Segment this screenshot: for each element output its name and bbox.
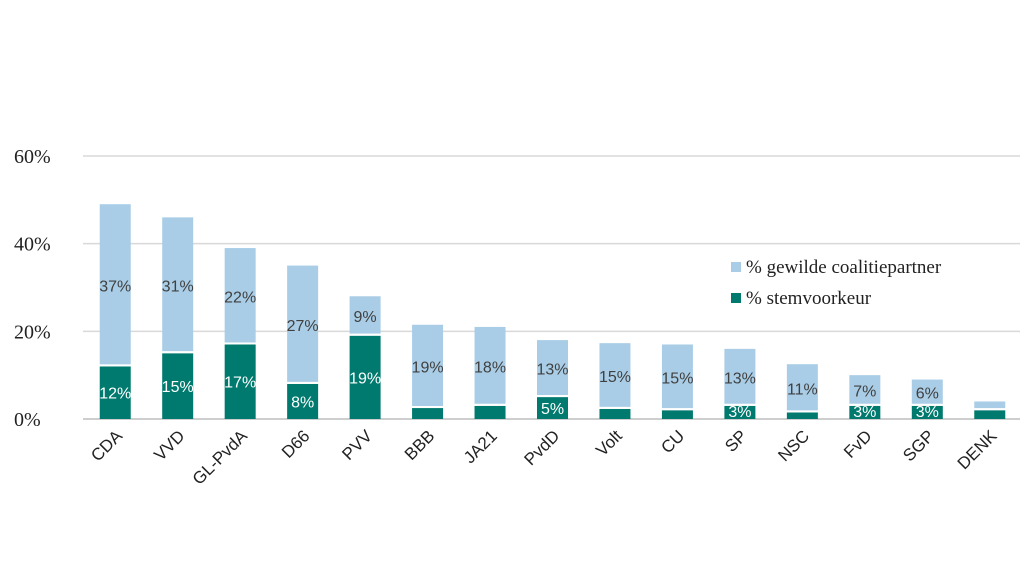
- bar-stemvoorkeur: [786, 412, 818, 419]
- legend-label-coalitiepartner: % gewilde coalitiepartner: [746, 257, 942, 278]
- bar-coalitiepartner: [849, 375, 881, 404]
- bar-coalitiepartner: [287, 265, 319, 382]
- x-tick-label: GL-PvdA: [189, 426, 252, 489]
- bar-coalitiepartner: [412, 324, 444, 407]
- data-label-coalitiepartner: 7%: [853, 384, 876, 401]
- data-label-coalitiepartner: 13%: [536, 362, 568, 379]
- bar-coalitiepartner: [661, 344, 693, 409]
- bar-stemvoorkeur: [349, 335, 381, 419]
- x-tick-label: JA21: [460, 426, 501, 467]
- bar-separator: [786, 410, 818, 413]
- bar-separator: [412, 406, 444, 409]
- legend-swatch-stemvoorkeur: [731, 293, 741, 303]
- bar-stemvoorkeur: [724, 405, 756, 419]
- bar-coalitiepartner: [786, 364, 818, 411]
- bar-stemvoorkeur: [99, 366, 131, 419]
- y-tick-label: 40%: [14, 234, 51, 256]
- data-label-stemvoorkeur: 3%: [916, 404, 939, 421]
- bar-separator: [162, 351, 194, 354]
- data-label-stemvoorkeur: 19%: [349, 370, 381, 387]
- bar-separator: [224, 342, 256, 345]
- data-label-coalitiepartner: 15%: [661, 370, 693, 387]
- x-tick-label: Volt: [592, 426, 626, 460]
- bar-coalitiepartner: [474, 326, 506, 404]
- x-tick-label: PVV: [338, 426, 376, 464]
- bar-stemvoorkeur: [911, 405, 943, 419]
- data-label-stemvoorkeur: 15%: [162, 379, 194, 396]
- data-label-coalitiepartner: 11%: [787, 381, 818, 398]
- bar-stemvoorkeur: [412, 408, 444, 419]
- data-label-coalitiepartner: 27%: [287, 318, 319, 335]
- bar-separator: [287, 381, 319, 384]
- data-label-stemvoorkeur: 3%: [728, 404, 751, 421]
- data-label-coalitiepartner: 37%: [99, 278, 131, 295]
- bar-stemvoorkeur: [974, 410, 1006, 419]
- bars: 37% 12% 31% 15% 22% 17% 27% 8% 9% 19% 19% 18% 13% 5% 1…: [99, 204, 1006, 421]
- data-label-stemvoorkeur: 8%: [291, 394, 314, 411]
- y-axis-ticks: 0% 20% 40% 60%: [14, 146, 51, 431]
- x-tick-label: SP: [721, 426, 750, 455]
- bar-coalitiepartner: [224, 248, 256, 343]
- y-tick-label: 20%: [14, 321, 51, 343]
- legend: % gewilde coalitiepartner % stemvoorkeur: [731, 257, 942, 309]
- x-tick-label: PvdD: [520, 426, 563, 469]
- x-tick-label: BBB: [401, 426, 438, 463]
- y-tick-label: 0%: [14, 409, 41, 431]
- legend-swatch-coalitiepartner: [731, 262, 741, 272]
- bar-separator: [661, 408, 693, 411]
- x-tick-label: FvD: [840, 426, 875, 461]
- bar-separator: [474, 403, 506, 406]
- data-label-coalitiepartner: 19%: [412, 359, 444, 376]
- bar-separator: [99, 364, 131, 367]
- bar-separator: [537, 395, 568, 398]
- bar-stemvoorkeur: [224, 344, 256, 419]
- bar-coalitiepartner: [724, 348, 756, 404]
- data-label-coalitiepartner: 9%: [354, 309, 377, 326]
- x-tick-label: NSC: [774, 426, 813, 465]
- data-label-coalitiepartner: 22%: [224, 289, 256, 306]
- bar-coalitiepartner: [537, 340, 568, 396]
- x-tick-label: CU: [657, 426, 688, 457]
- data-label-coalitiepartner: 18%: [474, 359, 506, 376]
- bar-separator: [724, 403, 756, 406]
- bar-stemvoorkeur: [162, 353, 194, 419]
- bar-separator: [911, 403, 943, 406]
- data-label-coalitiepartner: 6%: [916, 386, 939, 403]
- bar-separator: [974, 408, 1006, 411]
- data-label-stemvoorkeur: 5%: [541, 401, 564, 418]
- bar-stemvoorkeur: [287, 383, 319, 419]
- x-axis-ticks: CDA VVD GL-PvdA D66 PVV BBB JA21 PvdD Volt CU SP NS…: [87, 426, 1001, 489]
- bar-separator: [349, 333, 381, 336]
- data-label-coalitiepartner: 13%: [724, 370, 756, 387]
- bar-stemvoorkeur: [661, 410, 693, 419]
- x-tick-label: VVD: [150, 426, 188, 464]
- bar-coalitiepartner: [911, 379, 943, 404]
- data-label-stemvoorkeur: 3%: [853, 404, 876, 421]
- x-tick-label: D66: [278, 426, 313, 461]
- bar-coalitiepartner: [99, 204, 131, 365]
- data-label-stemvoorkeur: 12%: [99, 386, 131, 403]
- data-label-coalitiepartner: 15%: [599, 369, 631, 386]
- legend-label-stemvoorkeur: % stemvoorkeur: [746, 288, 872, 309]
- x-tick-label: SGP: [899, 426, 938, 465]
- bar-stemvoorkeur: [849, 405, 881, 419]
- bar-coalitiepartner: [974, 401, 1006, 409]
- y-tick-label: 60%: [14, 146, 51, 168]
- bar-separator: [849, 403, 881, 406]
- x-tick-label: CDA: [87, 426, 126, 465]
- bar-stemvoorkeur: [599, 408, 631, 419]
- bar-coalitiepartner: [162, 217, 194, 352]
- bar-separator: [599, 406, 631, 409]
- bar-stemvoorkeur: [537, 397, 568, 419]
- data-label-stemvoorkeur: 17%: [224, 375, 256, 392]
- bar-stemvoorkeur: [474, 405, 506, 419]
- bar-coalitiepartner: [599, 343, 631, 407]
- data-label-coalitiepartner: 31%: [162, 278, 194, 295]
- x-tick-label: DENK: [954, 426, 1001, 473]
- bar-coalitiepartner: [349, 296, 381, 334]
